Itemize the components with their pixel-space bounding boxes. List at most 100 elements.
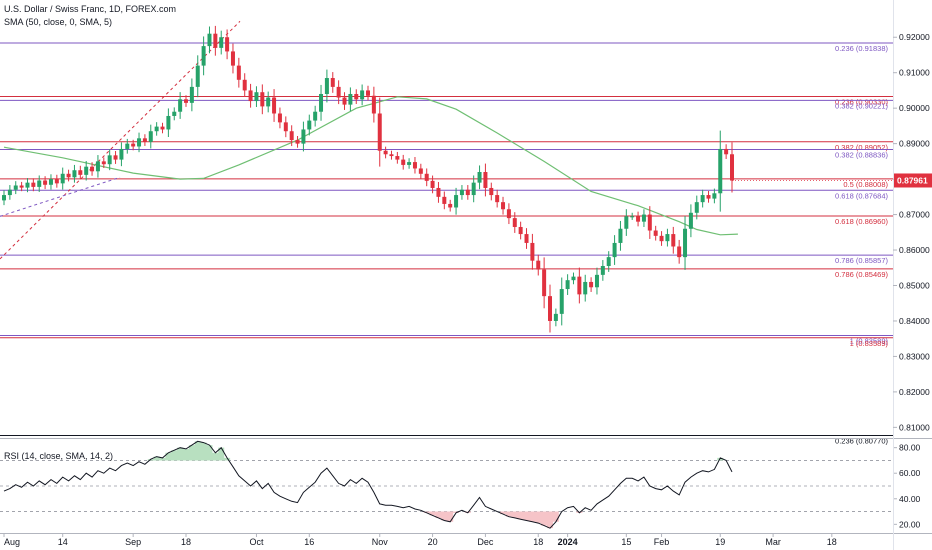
candle-body bbox=[383, 150, 388, 155]
candle bbox=[236, 57, 241, 88]
price-tick-label: 0.92000 bbox=[899, 32, 930, 42]
fib-level-label: 0.786 (0.85469) bbox=[835, 270, 888, 279]
candle bbox=[272, 89, 277, 122]
candle bbox=[48, 174, 53, 190]
candle-body bbox=[230, 51, 235, 66]
candle bbox=[31, 178, 36, 192]
candle bbox=[324, 69, 329, 103]
candle-body bbox=[66, 173, 71, 178]
candle-body bbox=[724, 148, 729, 155]
candle-body bbox=[424, 173, 429, 181]
rsi-pane: 80.00 60.00 40.00 20.00 bbox=[0, 440, 921, 529]
candle-body bbox=[677, 246, 682, 258]
candle bbox=[600, 260, 605, 281]
candle-body bbox=[107, 155, 112, 165]
candle bbox=[366, 85, 370, 101]
candle bbox=[524, 228, 529, 249]
candle bbox=[160, 122, 165, 134]
sma-legend[interactable]: SMA (50, close, 0, SMA, 5) bbox=[4, 17, 113, 27]
candle bbox=[148, 124, 153, 149]
candle bbox=[594, 267, 599, 295]
candle-body bbox=[489, 187, 494, 196]
rsi-legend[interactable]: RSI (14, close, SMA, 14, 2) bbox=[4, 451, 114, 461]
candle bbox=[354, 89, 359, 105]
candle bbox=[618, 220, 623, 251]
candle-body bbox=[219, 37, 224, 48]
candle bbox=[518, 221, 523, 240]
candle bbox=[219, 30, 224, 55]
candle-body bbox=[377, 113, 382, 151]
candle-body bbox=[166, 115, 171, 130]
date-tick-label: 15 bbox=[621, 537, 631, 547]
date-tick-label: 20 bbox=[428, 537, 438, 547]
candle-body bbox=[295, 140, 300, 144]
candle bbox=[225, 29, 230, 60]
candle bbox=[66, 169, 71, 182]
candle bbox=[184, 95, 188, 107]
candle bbox=[283, 116, 288, 138]
fib-level-label: 0.236 (0.90330) bbox=[835, 97, 888, 106]
candle-body bbox=[700, 195, 705, 203]
candle-body bbox=[131, 143, 136, 147]
candle-body bbox=[401, 159, 406, 165]
candle bbox=[694, 195, 699, 220]
last-price-tag bbox=[894, 173, 932, 188]
date-tick-label: Mar bbox=[765, 537, 781, 547]
candle-body bbox=[371, 95, 376, 114]
candle-body bbox=[501, 202, 506, 210]
candle-body bbox=[13, 185, 18, 190]
candle bbox=[342, 92, 347, 110]
rsi-path bbox=[3, 440, 733, 529]
candle bbox=[307, 114, 312, 136]
candle bbox=[43, 176, 48, 190]
candle-body bbox=[319, 93, 324, 112]
candle bbox=[530, 233, 535, 270]
candle-body bbox=[683, 228, 688, 258]
candle-body bbox=[671, 234, 676, 247]
candle-body bbox=[348, 93, 353, 105]
candle bbox=[706, 190, 711, 203]
candle bbox=[113, 151, 118, 164]
candle-body bbox=[594, 274, 599, 288]
candle-body bbox=[307, 120, 312, 130]
candle bbox=[730, 142, 734, 193]
candle-body bbox=[178, 99, 183, 112]
date-tick-label: Sep bbox=[125, 537, 141, 547]
candle-body bbox=[254, 92, 259, 102]
candle-body bbox=[266, 97, 271, 107]
candle-body bbox=[459, 189, 464, 196]
candle bbox=[483, 163, 488, 197]
fib-level-label: 0.382 (0.89052) bbox=[835, 143, 888, 152]
candle-body bbox=[448, 203, 453, 208]
sma-line bbox=[3, 96, 738, 236]
fib-level-label: 0.786 (0.85857) bbox=[835, 256, 888, 265]
trend-lines bbox=[0, 20, 241, 260]
candle-body bbox=[407, 162, 412, 165]
candle-body bbox=[101, 161, 106, 165]
candle-body bbox=[142, 138, 147, 142]
candle bbox=[671, 226, 676, 254]
candle-body bbox=[465, 189, 470, 196]
candle bbox=[583, 274, 588, 302]
candle-body bbox=[641, 214, 646, 222]
candle bbox=[624, 209, 629, 236]
candle-body bbox=[48, 179, 53, 185]
fib-level-label: 0.618 (0.86960) bbox=[835, 217, 888, 226]
candles bbox=[2, 25, 893, 333]
fib-trend-line bbox=[0, 20, 241, 260]
candle-body bbox=[518, 226, 523, 235]
candle bbox=[37, 175, 42, 192]
last-price-label: 0.87961 bbox=[897, 175, 928, 185]
candle-body bbox=[688, 212, 693, 229]
candle-body bbox=[694, 202, 699, 213]
candle bbox=[401, 154, 406, 170]
candle-body bbox=[600, 265, 605, 275]
candle-body bbox=[113, 155, 118, 160]
candle-body bbox=[706, 195, 711, 199]
candle-body bbox=[84, 166, 89, 175]
date-tick-label: Nov bbox=[372, 537, 389, 547]
candle-body bbox=[589, 281, 594, 288]
candle bbox=[471, 175, 476, 203]
candle bbox=[25, 178, 30, 193]
